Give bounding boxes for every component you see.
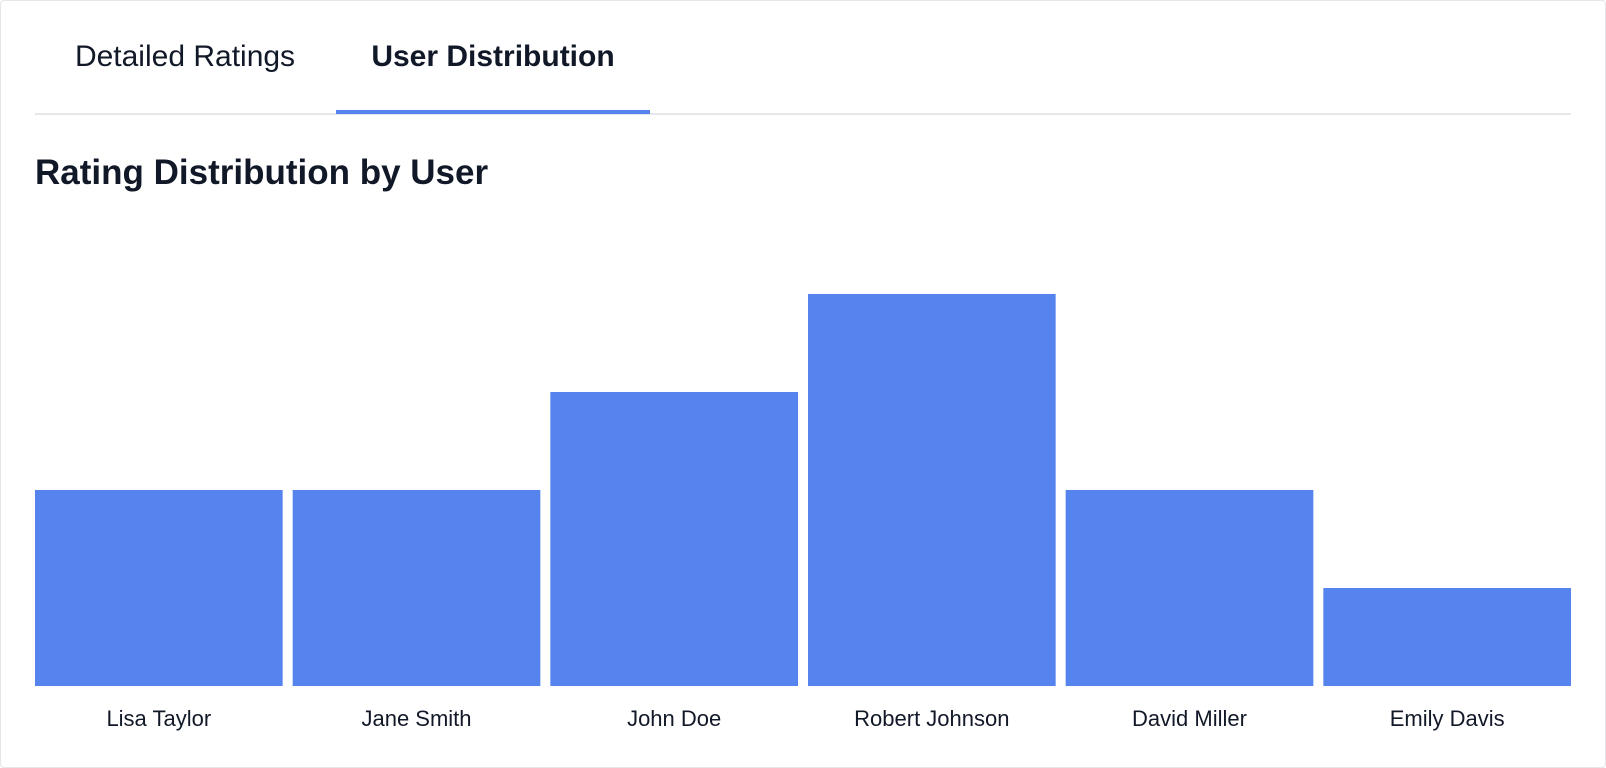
x-tick-label: Emily Davis: [1390, 706, 1505, 731]
tab-detailed-ratings[interactable]: Detailed Ratings: [74, 40, 296, 73]
bar-john-doe: [550, 392, 798, 686]
x-tick-label: David Miller: [1132, 706, 1247, 731]
tab-user-distribution[interactable]: User Distribution: [371, 40, 615, 73]
rating-distribution-chart: Lisa Taylor Jane Smith John Doe Robert John…: [35, 294, 1571, 731]
bar-lisa-taylor: [35, 490, 283, 686]
active-tab-indicator: [336, 110, 650, 114]
bar-jane-smith: [292, 490, 541, 686]
x-tick-label: John Doe: [627, 706, 721, 731]
bar-emily-davis: [1323, 588, 1571, 686]
chart-title: Rating Distribution by User: [35, 153, 489, 192]
bar-robert-johnson: [808, 294, 1056, 686]
bar-david-miller: [1065, 490, 1314, 686]
x-tick-label: Jane Smith: [361, 706, 471, 731]
tab-bar: Detailed Ratings User Distribution: [35, 1, 1571, 115]
x-tick-label: Lisa Taylor: [106, 706, 211, 731]
x-tick-label: Robert Johnson: [854, 706, 1009, 731]
